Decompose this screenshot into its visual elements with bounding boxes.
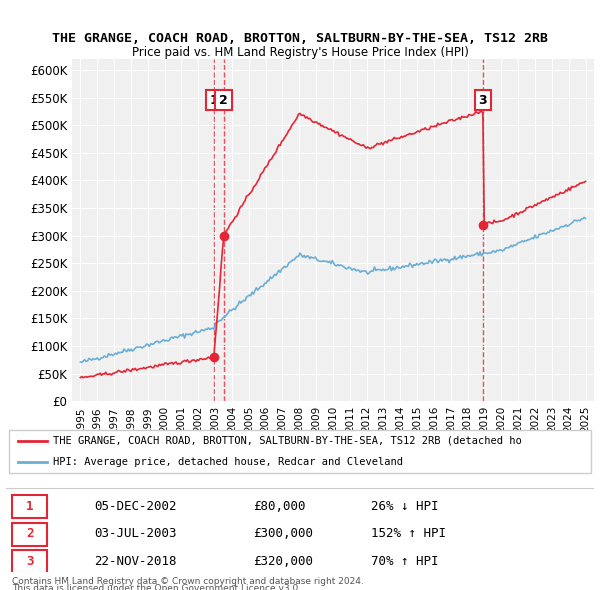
FancyBboxPatch shape: [12, 496, 47, 519]
Text: 1: 1: [209, 94, 218, 107]
Text: 152% ↑ HPI: 152% ↑ HPI: [371, 527, 446, 540]
Text: 2: 2: [26, 527, 33, 540]
FancyBboxPatch shape: [12, 523, 47, 546]
Text: 3: 3: [479, 94, 487, 107]
Text: Price paid vs. HM Land Registry's House Price Index (HPI): Price paid vs. HM Land Registry's House …: [131, 46, 469, 59]
Text: THE GRANGE, COACH ROAD, BROTTON, SALTBURN-BY-THE-SEA, TS12 2RB (detached ho: THE GRANGE, COACH ROAD, BROTTON, SALTBUR…: [53, 436, 522, 446]
Text: This data is licensed under the Open Government Licence v3.0.: This data is licensed under the Open Gov…: [12, 584, 301, 590]
FancyBboxPatch shape: [9, 430, 591, 473]
Text: HPI: Average price, detached house, Redcar and Cleveland: HPI: Average price, detached house, Redc…: [53, 457, 403, 467]
Text: 3: 3: [26, 555, 33, 568]
Text: 05-DEC-2002: 05-DEC-2002: [94, 500, 176, 513]
Text: 1: 1: [26, 500, 33, 513]
Text: Contains HM Land Registry data © Crown copyright and database right 2024.: Contains HM Land Registry data © Crown c…: [12, 577, 364, 586]
Text: 70% ↑ HPI: 70% ↑ HPI: [371, 555, 438, 568]
Text: 03-JUL-2003: 03-JUL-2003: [94, 527, 176, 540]
Text: £300,000: £300,000: [253, 527, 313, 540]
Text: 2: 2: [219, 94, 228, 107]
Text: £80,000: £80,000: [253, 500, 305, 513]
Text: 26% ↓ HPI: 26% ↓ HPI: [371, 500, 438, 513]
Text: 22-NOV-2018: 22-NOV-2018: [94, 555, 176, 568]
FancyBboxPatch shape: [12, 550, 47, 573]
Text: £320,000: £320,000: [253, 555, 313, 568]
Text: THE GRANGE, COACH ROAD, BROTTON, SALTBURN-BY-THE-SEA, TS12 2RB: THE GRANGE, COACH ROAD, BROTTON, SALTBUR…: [52, 32, 548, 45]
